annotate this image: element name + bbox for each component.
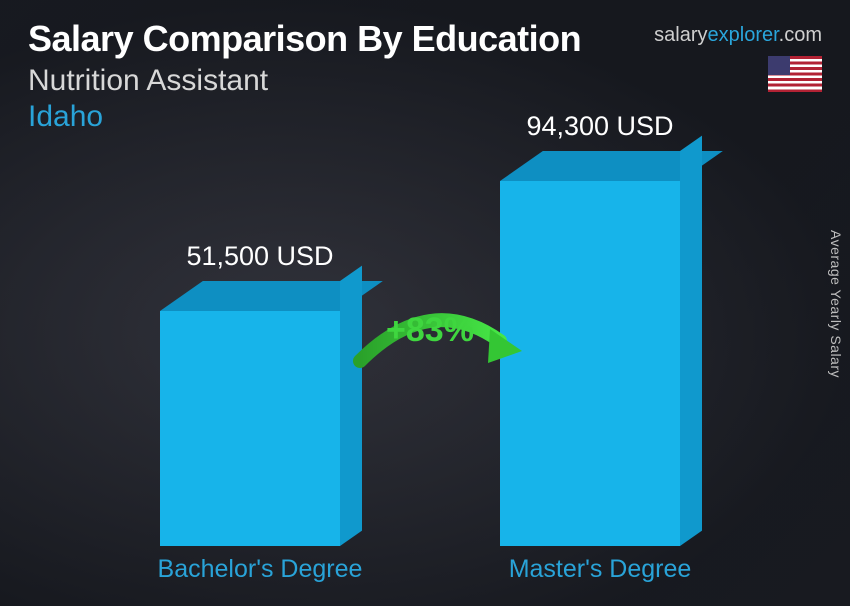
bar-front-face (500, 181, 680, 546)
brand-label: salaryexplorer.com (654, 24, 822, 47)
bar-bachelors: 51,500 USD Bachelor's Degree (160, 311, 340, 546)
bar-side-face (340, 266, 362, 546)
bar-front-face (160, 311, 340, 546)
us-flag-icon (768, 56, 822, 92)
bar-value: 51,500 USD (130, 241, 390, 272)
chart-subtitle: Nutrition Assistant (28, 64, 822, 98)
increase-text: +83% (386, 311, 474, 349)
brand-prefix: salary (654, 24, 707, 46)
bar-label: Master's Degree (470, 555, 730, 584)
bar-value: 94,300 USD (470, 111, 730, 142)
brand-suffix: .com (779, 24, 822, 46)
bar-masters: 94,300 USD Master's Degree (500, 181, 680, 546)
bar-label: Bachelor's Degree (130, 555, 390, 584)
bar-chart: 51,500 USD Bachelor's Degree 94,300 USD … (0, 146, 850, 586)
brand-mid: explorer (708, 24, 779, 46)
bar-side-face (680, 136, 702, 546)
